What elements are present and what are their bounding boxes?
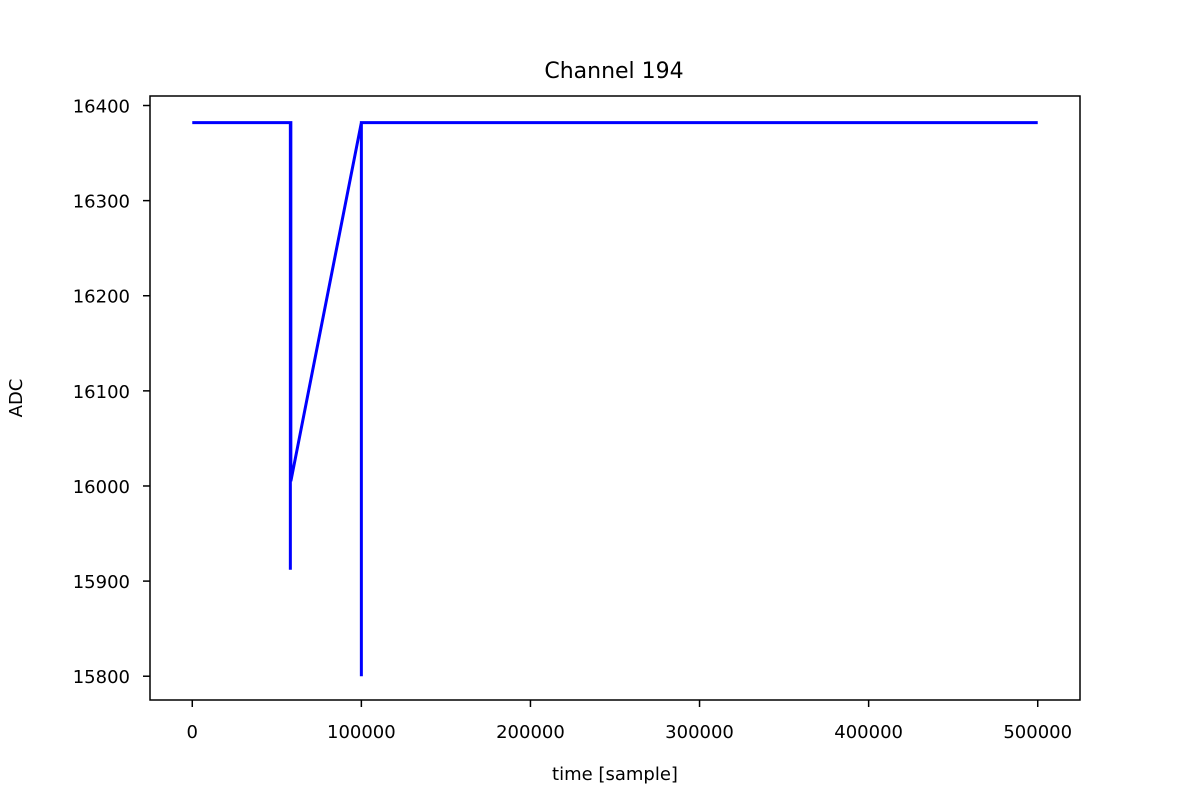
y-tick-label: 16000	[73, 477, 130, 498]
y-tick-label: 15800	[73, 667, 130, 688]
x-tick-label: 500000	[1003, 722, 1072, 743]
x-tick-label: 300000	[665, 722, 734, 743]
axis-ticks: 0 100000 200000 300000 400000 500000 15800 1590…	[73, 97, 1072, 743]
y-tick-label: 16200	[73, 287, 130, 308]
x-tick-label: 0	[187, 722, 198, 743]
x-tick-label: 200000	[496, 722, 565, 743]
series-line-0	[192, 121, 1038, 677]
x-tick-label: 100000	[327, 722, 396, 743]
y-tick-label: 15900	[73, 572, 130, 593]
y-tick-label: 16400	[73, 97, 130, 118]
x-tick-label: 400000	[834, 722, 903, 743]
plot-area	[192, 121, 1038, 677]
chart-title: Channel 194	[544, 59, 683, 84]
y-tick-label: 16100	[73, 382, 130, 403]
y-tick-label: 16300	[73, 192, 130, 213]
plot-frame	[149, 95, 1081, 701]
y-axis-label: ADC	[6, 379, 27, 418]
x-axis-label: time [sample]	[552, 764, 678, 785]
